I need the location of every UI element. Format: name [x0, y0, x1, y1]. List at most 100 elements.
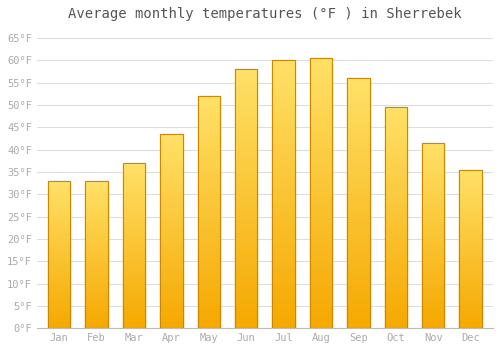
Bar [86, 313, 108, 315]
Bar [310, 82, 332, 85]
Bar [272, 280, 295, 283]
Bar [272, 130, 295, 133]
Bar [422, 148, 444, 150]
Bar [347, 116, 370, 118]
Bar [310, 252, 332, 255]
Bar [460, 187, 482, 189]
Bar [86, 243, 108, 244]
Bar [123, 229, 146, 231]
Bar [198, 282, 220, 284]
Bar [235, 204, 258, 206]
Bar [123, 259, 146, 260]
Bar [86, 244, 108, 246]
Bar [347, 228, 370, 231]
Bar [86, 260, 108, 262]
Bar [160, 262, 182, 264]
Bar [347, 293, 370, 296]
Bar [384, 302, 407, 304]
Bar [347, 143, 370, 146]
Bar [347, 153, 370, 156]
Bar [86, 219, 108, 220]
Bar [460, 276, 482, 278]
Bar [48, 275, 70, 276]
Bar [123, 310, 146, 312]
Bar [48, 276, 70, 278]
Bar [310, 155, 332, 158]
Bar [123, 322, 146, 323]
Bar [160, 229, 182, 231]
Bar [48, 259, 70, 260]
Bar [48, 193, 70, 194]
Bar [347, 220, 370, 223]
Bar [198, 272, 220, 275]
Bar [347, 101, 370, 103]
Bar [123, 274, 146, 275]
Bar [160, 190, 182, 192]
Bar [460, 211, 482, 212]
Bar [460, 182, 482, 184]
Bar [123, 217, 146, 219]
Bar [384, 118, 407, 120]
Bar [48, 181, 70, 328]
Bar [235, 281, 258, 284]
Bar [460, 290, 482, 292]
Bar [160, 324, 182, 326]
Bar [272, 264, 295, 267]
Bar [347, 211, 370, 213]
Bar [123, 221, 146, 223]
Bar [310, 269, 332, 272]
Bar [198, 254, 220, 256]
Bar [123, 320, 146, 322]
Bar [198, 135, 220, 138]
Bar [347, 188, 370, 191]
Bar [235, 310, 258, 313]
Bar [160, 241, 182, 243]
Bar [422, 176, 444, 178]
Bar [272, 216, 295, 218]
Bar [272, 186, 295, 189]
Bar [160, 311, 182, 313]
Bar [198, 114, 220, 117]
Bar [198, 245, 220, 247]
Bar [123, 191, 146, 193]
Bar [235, 245, 258, 248]
Bar [460, 318, 482, 320]
Bar [310, 96, 332, 99]
Bar [347, 161, 370, 163]
Bar [347, 243, 370, 246]
Bar [123, 194, 146, 196]
Bar [235, 165, 258, 168]
Bar [48, 313, 70, 315]
Bar [347, 306, 370, 308]
Bar [272, 149, 295, 152]
Bar [422, 289, 444, 291]
Bar [460, 279, 482, 281]
Bar [48, 293, 70, 294]
Bar [86, 215, 108, 216]
Bar [460, 234, 482, 236]
Bar [422, 295, 444, 297]
Bar [384, 182, 407, 184]
Bar [160, 260, 182, 262]
Bar [384, 142, 407, 145]
Bar [48, 247, 70, 248]
Bar [460, 241, 482, 243]
Bar [86, 315, 108, 316]
Bar [384, 174, 407, 176]
Bar [460, 252, 482, 254]
Bar [384, 218, 407, 220]
Bar [86, 241, 108, 243]
Bar [86, 299, 108, 300]
Bar [347, 301, 370, 303]
Bar [198, 180, 220, 182]
Bar [48, 203, 70, 204]
Bar [86, 200, 108, 202]
Bar [422, 269, 444, 271]
Bar [123, 307, 146, 308]
Bar [310, 212, 332, 215]
Bar [384, 313, 407, 315]
Bar [422, 326, 444, 328]
Bar [123, 183, 146, 184]
Bar [198, 208, 220, 210]
Bar [160, 266, 182, 268]
